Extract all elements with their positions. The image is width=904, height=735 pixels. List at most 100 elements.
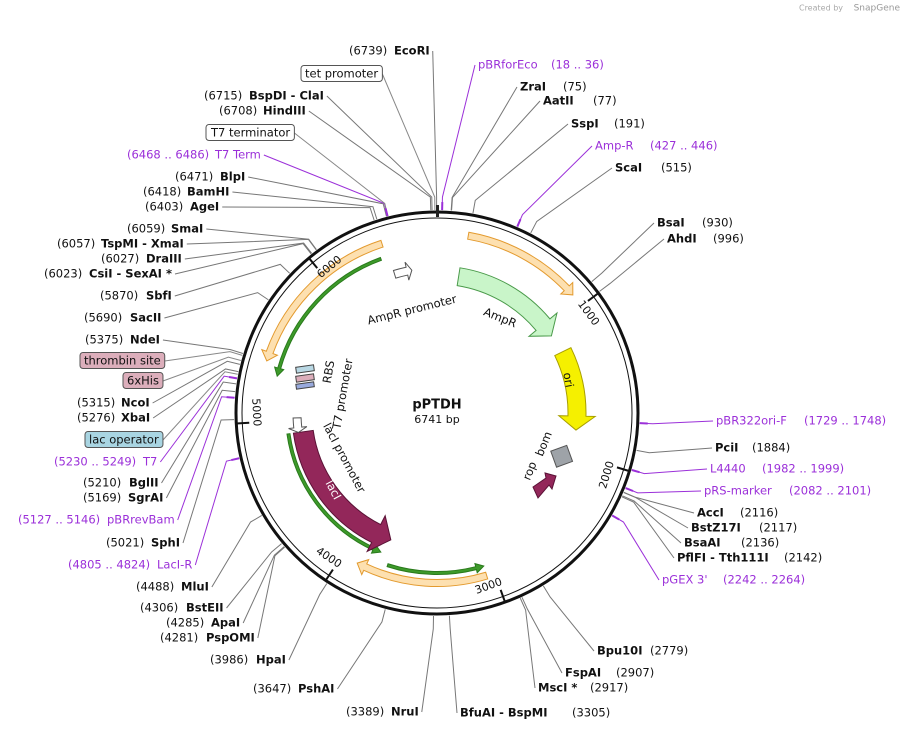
site-position: (6708) bbox=[219, 104, 257, 118]
enzyme-name: NruI bbox=[391, 705, 419, 719]
connector-line bbox=[543, 586, 594, 651]
site-position: (6418) bbox=[143, 185, 181, 199]
connector-line bbox=[449, 616, 457, 713]
connector-line bbox=[222, 207, 374, 220]
connector-line bbox=[337, 609, 385, 689]
site-position: (3389) bbox=[346, 705, 384, 719]
enzyme-name: SbfI bbox=[146, 289, 172, 303]
t7-box bbox=[296, 382, 315, 389]
enzyme-name: AccI bbox=[697, 506, 724, 520]
site-position: (191) bbox=[614, 117, 645, 131]
enzyme-name: SacII bbox=[130, 311, 161, 325]
connector-line bbox=[289, 583, 327, 660]
enzyme-name: PflFI - Tth111I bbox=[677, 551, 769, 565]
site-position: (6057) bbox=[57, 237, 95, 251]
site-position: (2242 .. 2264) bbox=[723, 573, 805, 587]
connector-line bbox=[309, 111, 431, 210]
connector-line bbox=[248, 177, 386, 216]
site-position: (6027) bbox=[101, 252, 139, 266]
rop-arrow bbox=[533, 473, 556, 498]
primer-name: L4440 bbox=[710, 462, 746, 476]
feature-box-label: tet promoter bbox=[305, 67, 378, 81]
feature-label: AmpR promoter bbox=[366, 292, 458, 328]
enzyme-name: NdeI bbox=[130, 333, 160, 347]
enzyme-name: DraIII bbox=[146, 252, 182, 266]
enzyme-name: TspMI - XmaI bbox=[101, 237, 184, 251]
watermark-brand: SnapGene bbox=[854, 4, 901, 14]
enzyme-name: AhdI bbox=[667, 232, 697, 246]
primer-mark bbox=[626, 488, 633, 491]
connector-line bbox=[640, 421, 713, 424]
site-position: (5169) bbox=[83, 491, 121, 505]
ring-tick-label: 2000 bbox=[596, 460, 617, 491]
enzyme-name: SmaI bbox=[171, 222, 203, 236]
primer-name: pBRforEco bbox=[478, 58, 538, 72]
enzyme-name: HpaI bbox=[256, 653, 286, 667]
ring-tick bbox=[236, 423, 249, 424]
primer-name: LacI-R bbox=[157, 558, 192, 572]
site-position: (515) bbox=[661, 161, 692, 175]
site-position: (6739) bbox=[349, 44, 387, 58]
site-position: (2917) bbox=[590, 681, 628, 695]
connector-line bbox=[632, 469, 707, 474]
site-position: (6059) bbox=[127, 222, 165, 236]
connector-line bbox=[626, 488, 701, 493]
ori-arrow bbox=[555, 348, 595, 430]
enzyme-name: FspAI bbox=[565, 666, 601, 680]
enzyme-name: AgeI bbox=[190, 200, 219, 214]
connector-line bbox=[164, 293, 268, 318]
connector-line bbox=[442, 65, 475, 210]
enzyme-name: BspDI - ClaI bbox=[249, 89, 324, 103]
enzyme-name: PciI bbox=[715, 441, 738, 455]
enzyme-name: SspI bbox=[571, 117, 599, 131]
site-position: (6403) bbox=[145, 200, 183, 214]
site-position: (5230 .. 5249) bbox=[54, 455, 136, 469]
connector-line bbox=[612, 515, 659, 580]
site-position: (5870) bbox=[100, 289, 138, 303]
enzyme-name: NcoI bbox=[121, 396, 150, 410]
connector-line bbox=[522, 597, 562, 673]
origin-mark bbox=[436, 205, 439, 217]
feature-box-label: 6xHis bbox=[127, 374, 159, 388]
site-position: (1982 .. 1999) bbox=[762, 462, 844, 476]
feature-label: ori bbox=[560, 371, 576, 388]
ring-tick bbox=[588, 293, 598, 301]
site-position: (1729 .. 1748) bbox=[804, 414, 886, 428]
ring-tick-label: 4000 bbox=[314, 544, 345, 570]
primer-name: T7 bbox=[142, 455, 157, 469]
watermark-prefix: Created by bbox=[799, 4, 843, 13]
enzyme-name: HindIII bbox=[263, 104, 306, 118]
ring-tick-label: 5000 bbox=[249, 398, 263, 427]
enzyme-name: BstEII bbox=[186, 601, 224, 615]
his-box bbox=[296, 374, 315, 382]
connector-line bbox=[433, 51, 437, 210]
site-position: (2779) bbox=[650, 644, 688, 658]
site-position: (2116) bbox=[740, 506, 778, 520]
primer-name: pBRrevBam bbox=[107, 513, 175, 527]
primer-name: pGEX 3' bbox=[662, 573, 708, 587]
connector-line bbox=[175, 264, 290, 296]
feature-label: RBS bbox=[320, 359, 338, 384]
feature-label: rop bbox=[520, 459, 540, 482]
enzyme-name: BsaI bbox=[657, 216, 685, 230]
connector-line bbox=[520, 598, 535, 688]
connector-line bbox=[160, 376, 237, 462]
enzyme-name: BglII bbox=[129, 476, 159, 490]
site-position: (4805 .. 4824) bbox=[68, 558, 150, 572]
connector-line bbox=[165, 352, 243, 361]
site-position: (6471) bbox=[175, 170, 213, 184]
primer-mark bbox=[227, 397, 235, 398]
enzyme-name: XbaI bbox=[121, 411, 150, 425]
primer-name: pRS-marker bbox=[704, 484, 772, 498]
enzyme-name: BlpI bbox=[220, 170, 245, 184]
site-position: (4488) bbox=[136, 580, 174, 594]
primer-mark bbox=[612, 515, 619, 519]
ring-tick bbox=[326, 570, 333, 581]
connector-line bbox=[163, 372, 238, 440]
site-position: (427 .. 446) bbox=[650, 139, 718, 153]
site-position: (3647) bbox=[253, 682, 291, 696]
enzyme-name: Bpu10I bbox=[597, 644, 642, 658]
primer-mark bbox=[229, 377, 237, 378]
connector-line bbox=[232, 192, 376, 219]
